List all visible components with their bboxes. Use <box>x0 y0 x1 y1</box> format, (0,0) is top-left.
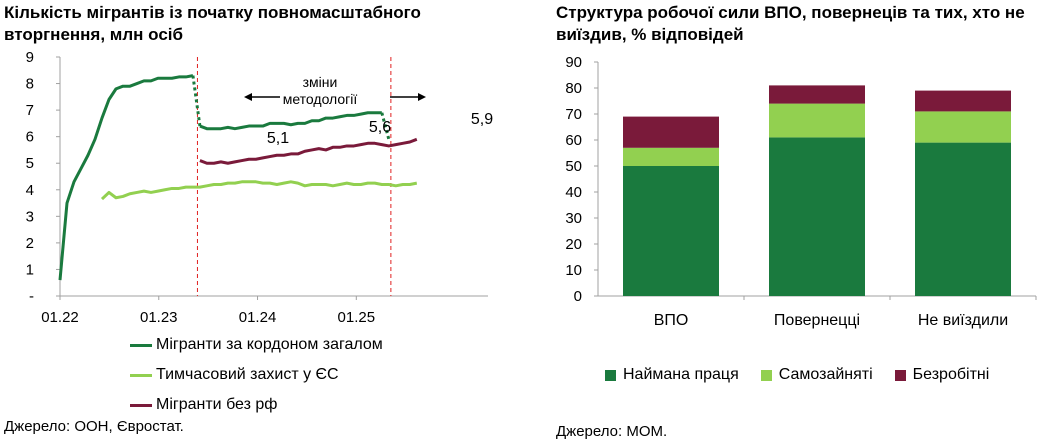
bar-y-tick-label: 40 <box>565 184 582 201</box>
y-tick-label: 1 <box>26 261 34 278</box>
bar-y-tick-label: 50 <box>565 158 582 175</box>
legend-label: Мігранти без рф <box>156 396 278 413</box>
legend-swatch <box>130 343 152 347</box>
right-legend: Наймана праця Самозайняті Безробітні <box>605 366 1011 384</box>
legend-item-abroad: Мігранти за кордоном загалом <box>130 330 383 360</box>
bar-y-tick-label: 60 <box>565 132 582 149</box>
bar-y-tick-label: 30 <box>565 210 582 227</box>
y-tick-label: 5 <box>26 155 34 172</box>
legend-swatch <box>130 403 152 407</box>
series-line-2 <box>199 137 418 165</box>
annotation-arrowhead-left <box>244 93 252 101</box>
x-tick-label: 01.25 <box>338 309 376 326</box>
annotation-line-2: методології <box>283 91 358 107</box>
bar-segment <box>623 166 719 296</box>
y-tick-label: 8 <box>26 76 34 93</box>
bar-y-tick-label: 70 <box>565 106 582 123</box>
data-label: 5,6 <box>369 119 391 136</box>
left-source-note: Джерело: ООН, Євростат. <box>4 418 184 435</box>
bar-category-label: Повернецці <box>774 312 860 329</box>
legend-item-without-russia: Мігранти без рф <box>130 390 383 420</box>
left-legend: Мігранти за кордоном загалом Тимчасовий … <box>130 330 383 420</box>
bar-segment <box>915 111 1011 143</box>
bar-y-tick-label: 80 <box>565 80 582 97</box>
data-label: 5,9 <box>471 111 493 128</box>
y-tick-label: 4 <box>26 182 34 199</box>
legend-label: Безробітні <box>912 366 990 383</box>
legend-label: Тимчасовий захист у ЄС <box>156 366 339 383</box>
y-tick-label: 7 <box>26 102 34 119</box>
bar-y-tick-label: 10 <box>565 262 582 279</box>
legend-item-unemployed: Безробітні <box>894 366 990 384</box>
series-line-0 <box>199 111 382 131</box>
y-tick-label: 9 <box>26 49 34 66</box>
x-tick-label: 01.24 <box>239 309 277 326</box>
x-tick-label: 01.22 <box>41 309 79 326</box>
legend-item-self-employed: Самозайняті <box>760 366 873 384</box>
legend-label: Самозайняті <box>778 366 873 383</box>
x-tick-label: 01.23 <box>140 309 178 326</box>
legend-item-employed: Наймана праця <box>605 366 739 384</box>
legend-swatch <box>894 369 906 381</box>
legend-swatch <box>760 369 772 381</box>
legend-swatch <box>605 369 616 381</box>
legend-swatch <box>130 373 152 377</box>
legend-label: Наймана праця <box>623 366 739 383</box>
annotation-arrowhead-right <box>418 93 426 101</box>
y-tick-label: 6 <box>26 129 34 146</box>
right-chart-title: Структура робочої сили ВПО, повернеців т… <box>556 3 1025 44</box>
series-break-line <box>380 112 391 140</box>
annotation-line-1: зміни <box>303 74 338 90</box>
bar-y-tick-label: 0 <box>574 288 582 305</box>
legend-item-temporary-protection: Тимчасовий захист у ЄС <box>130 360 383 390</box>
y-tick-label: - <box>29 288 34 305</box>
bar-segment <box>623 147 719 166</box>
legend-label: Мігранти за кордоном загалом <box>156 336 383 353</box>
bar-y-tick-label: 20 <box>565 236 582 253</box>
bar-segment <box>623 116 719 148</box>
bar-segment <box>915 142 1011 296</box>
data-label: 5,1 <box>267 130 289 147</box>
y-tick-label: 2 <box>26 235 34 252</box>
bar-category-label: ВПО <box>654 312 689 329</box>
right-source-note: Джерело: МОМ. <box>556 423 668 440</box>
bar-y-tick-label: 90 <box>565 54 582 71</box>
bar-segment <box>769 85 865 104</box>
left-chart-title: Кількість мігрантів із початку повномасш… <box>4 3 421 44</box>
series-line-1 <box>100 180 418 201</box>
bar-segment <box>769 103 865 138</box>
bar-segment <box>769 137 865 296</box>
series-break-line <box>191 75 202 127</box>
series-line-0 <box>58 74 194 281</box>
bar-category-label: Не виїздили <box>918 312 1008 329</box>
y-tick-label: 3 <box>26 208 34 225</box>
bar-segment <box>915 90 1011 112</box>
